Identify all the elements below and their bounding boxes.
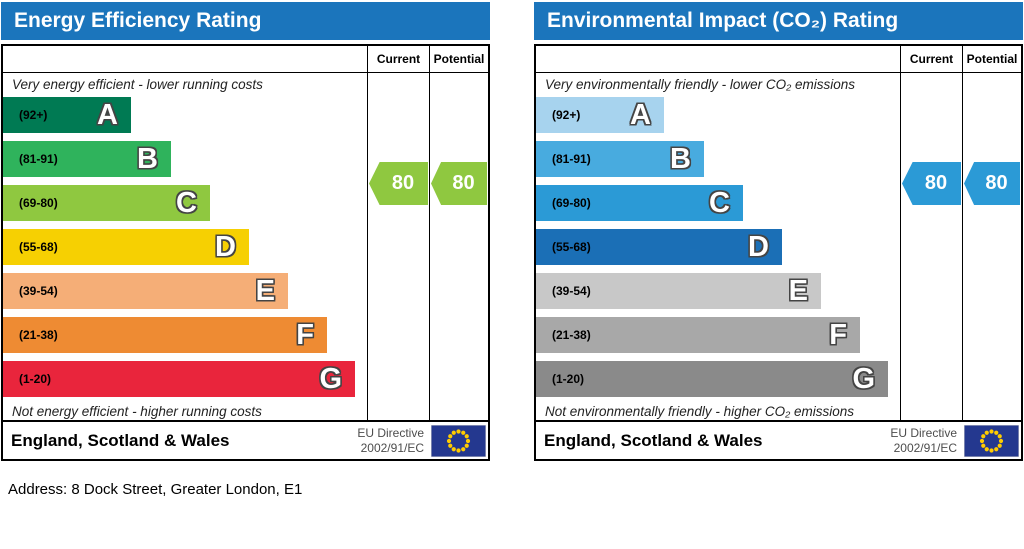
band-letter: F [829, 319, 847, 351]
band-row-f: (21-38) F [3, 317, 327, 353]
band-range-label: (39-54) [552, 284, 591, 298]
eu-directive-text: EU Directive 2002/91/EC [357, 426, 424, 455]
region-label: England, Scotland & Wales [544, 430, 763, 450]
band-letter: C [709, 187, 730, 219]
band-range-label: (81-91) [552, 152, 591, 166]
band-letter: B [670, 143, 691, 175]
band-letter: G [319, 363, 342, 395]
eu-flag-icon [431, 424, 486, 457]
band-letter: A [97, 99, 118, 131]
band-range-label: (1-20) [552, 372, 585, 386]
chart-footer: England, Scotland & Wales EU Directive 2… [536, 420, 1021, 459]
eu-directive-line1: EU Directive [890, 426, 957, 441]
energy-efficiency-chart: Energy Efficiency Rating Current Potenti… [1, 2, 490, 461]
column-divider [962, 46, 963, 421]
band-range-label: (1-20) [19, 372, 52, 386]
band-range-label: (21-38) [552, 328, 591, 342]
region-label: England, Scotland & Wales [11, 430, 230, 450]
bottom-note: Not environmentally friendly - higher CO… [545, 404, 855, 419]
column-divider [429, 46, 430, 421]
band-letter: C [176, 187, 197, 219]
band-row-c: (69-80) C [3, 185, 210, 221]
band-range-label: (81-91) [19, 152, 58, 166]
current-column-header: Current [909, 52, 954, 66]
potential-column-header: Potential [433, 52, 485, 66]
band-range-label: (92+) [552, 108, 581, 122]
chart-title-bar: Environmental Impact (CO₂) Rating [534, 2, 1023, 40]
environmental-impact-chart: Environmental Impact (CO₂) Rating Curren… [534, 2, 1023, 461]
potential-rating-value: 80 [452, 172, 475, 194]
band-row-e: (39-54) E [536, 273, 821, 309]
current-rating-arrow: 80 [369, 162, 428, 205]
band-range-label: (69-80) [552, 196, 591, 210]
band-letter: G [852, 363, 875, 395]
current-rating-value: 80 [391, 172, 415, 194]
band-row-c: (69-80) C [536, 185, 743, 221]
current-column-header: Current [376, 52, 421, 66]
band-range-label: (92+) [19, 108, 48, 122]
band-range-label: (69-80) [19, 196, 58, 210]
top-note: Very energy efficient - lower running co… [12, 77, 263, 92]
band-row-b: (81-91) B [536, 141, 704, 177]
header-divider [536, 72, 1021, 73]
current-rating-value: 80 [924, 172, 948, 194]
chart-title-bar: Energy Efficiency Rating [1, 2, 490, 40]
band-row-a: (92+) A [3, 97, 131, 133]
eu-directive-line2: 2002/91/EC [893, 440, 957, 455]
band-range-label: (55-68) [552, 240, 591, 254]
potential-rating-value: 80 [985, 172, 1008, 194]
band-letter: E [788, 275, 808, 307]
chart-title: Energy Efficiency Rating [14, 9, 262, 32]
band-letter: A [630, 99, 651, 131]
band-row-f: (21-38) F [536, 317, 860, 353]
band-letter: F [296, 319, 314, 351]
eu-directive-line2: 2002/91/EC [360, 440, 424, 455]
eu-directive-line1: EU Directive [357, 426, 424, 441]
header-divider [3, 72, 488, 73]
top-note: Very environmentally friendly - lower CO… [545, 77, 855, 92]
column-divider [900, 46, 901, 421]
potential-column-header: Potential [966, 52, 1018, 66]
band-row-g: (1-20) G [536, 361, 888, 397]
rating-table: Current Potential Very environmentally f… [534, 44, 1023, 461]
eu-flag-icon [964, 424, 1019, 457]
band-letter: E [255, 275, 275, 307]
eu-directive-text: EU Directive 2002/91/EC [890, 426, 957, 455]
band-row-e: (39-54) E [3, 273, 288, 309]
band-letter: B [137, 143, 158, 175]
band-range-label: (55-68) [19, 240, 58, 254]
potential-rating-arrow: 80 [964, 162, 1020, 205]
band-row-d: (55-68) D [536, 229, 782, 265]
band-range-label: (21-38) [19, 328, 58, 342]
band-range-label: (39-54) [19, 284, 58, 298]
address-line: Address: 8 Dock Street, Greater London, … [8, 481, 303, 498]
potential-rating-arrow: 80 [431, 162, 487, 205]
column-divider [367, 46, 368, 421]
band-row-a: (92+) A [536, 97, 664, 133]
bottom-note: Not energy efficient - higher running co… [12, 404, 262, 419]
chart-footer: England, Scotland & Wales EU Directive 2… [3, 420, 488, 459]
band-letter: D [748, 231, 769, 263]
chart-title: Environmental Impact (CO₂) Rating [547, 9, 899, 32]
band-row-g: (1-20) G [3, 361, 355, 397]
band-row-b: (81-91) B [3, 141, 171, 177]
rating-table: Current Potential Very energy efficient … [1, 44, 490, 461]
band-letter: D [215, 231, 236, 263]
current-rating-arrow: 80 [902, 162, 961, 205]
band-row-d: (55-68) D [3, 229, 249, 265]
